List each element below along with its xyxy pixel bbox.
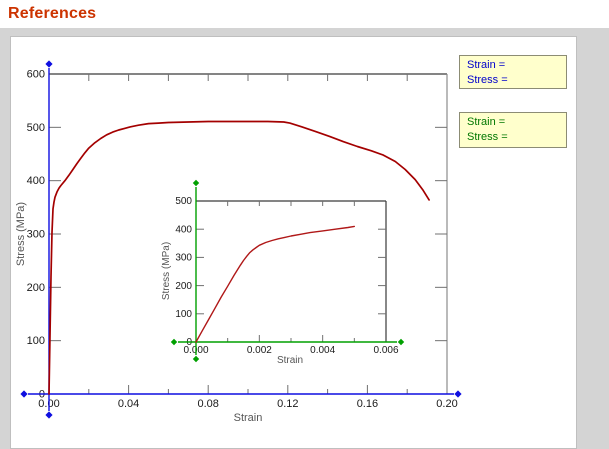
y-tick-label: 300 <box>27 229 45 241</box>
inset-plot-resize-handle-icon[interactable] <box>192 355 200 363</box>
x-tick-label: 0.006 <box>373 345 398 356</box>
main-plot-ylabel: Stress (MPa) <box>15 202 27 266</box>
section-header: References <box>0 0 609 28</box>
stress-strain-chart[interactable]: 01002003004005006000.000.040.080.120.160… <box>11 37 576 448</box>
x-tick-label: 0.004 <box>310 345 335 356</box>
inset-plot-ylabel: Stress (MPa) <box>161 242 172 300</box>
x-tick-label: 0.08 <box>197 398 218 410</box>
y-tick-label: 200 <box>175 281 192 292</box>
x-tick-label: 0.04 <box>118 398 139 410</box>
result-box-blue[interactable]: Strain = Stress = <box>459 55 567 89</box>
y-tick-label: 400 <box>27 175 45 187</box>
y-tick-label: 300 <box>175 253 192 264</box>
page-title: References <box>8 5 97 22</box>
y-tick-label: 600 <box>27 69 45 81</box>
y-tick-label: 500 <box>175 196 192 207</box>
main-plot-resize-handle-icon[interactable] <box>45 411 53 419</box>
stress-strain-curve <box>48 120 430 395</box>
x-tick-label: 0.002 <box>247 345 272 356</box>
inset-plot-resize-handle-icon[interactable] <box>170 338 178 346</box>
inset-plot-background <box>196 201 386 342</box>
main-plot-xlabel: Strain <box>234 412 263 424</box>
inset-plot: 01002003004005000.0000.0020.0040.006Stra… <box>161 179 405 366</box>
inset-plot-resize-handle-icon[interactable] <box>397 338 405 346</box>
stress-result-label: Stress = <box>467 74 508 86</box>
y-tick-label: 400 <box>175 224 192 235</box>
x-tick-label: 0.12 <box>277 398 298 410</box>
y-tick-label: 200 <box>27 282 45 294</box>
main-plot-resize-handle-icon[interactable] <box>454 390 462 398</box>
y-tick-label: 100 <box>27 335 45 347</box>
result-box-green[interactable]: Strain = Stress = <box>459 112 567 148</box>
strain-result-label: Strain = <box>467 116 506 128</box>
main-plot-resize-handle-icon[interactable] <box>45 60 53 68</box>
inset-plot-resize-handle-icon[interactable] <box>192 179 200 187</box>
x-tick-label: 0.16 <box>357 398 378 410</box>
main-plot-resize-handle-icon[interactable] <box>20 390 28 398</box>
worksheet-panel: 01002003004005006000.000.040.080.120.160… <box>10 36 577 449</box>
y-tick-label: 100 <box>175 309 192 320</box>
stress-strain-curve-zoom <box>195 225 355 343</box>
y-tick-label: 500 <box>27 122 45 134</box>
inset-plot-xlabel: Strain <box>277 355 303 366</box>
strain-result-label: Strain = <box>467 59 506 71</box>
stress-result-label: Stress = <box>467 131 508 143</box>
main-plot: 01002003004005006000.000.040.080.120.160… <box>15 60 462 424</box>
y-tick-label: 0 <box>186 337 192 348</box>
x-tick-label: 0.20 <box>436 398 457 410</box>
